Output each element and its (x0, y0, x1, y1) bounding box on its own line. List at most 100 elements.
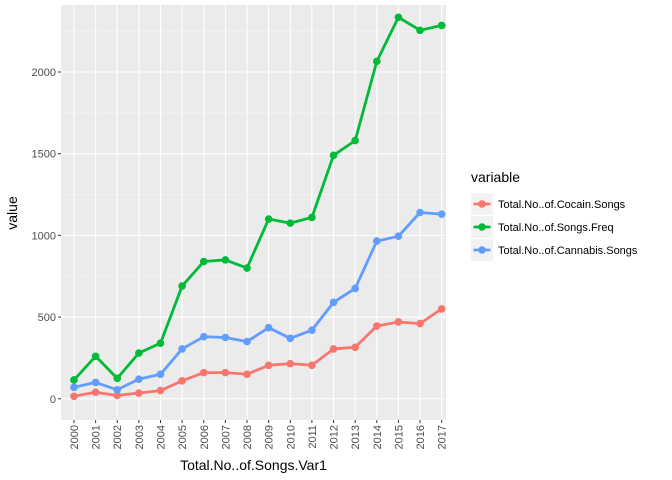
data-point (416, 26, 424, 35)
legend-label: Total.No..of.Songs.Freq (498, 222, 614, 234)
x-tick-label: 2013 (350, 425, 362, 449)
y-tick-label: 1500 (32, 149, 56, 161)
legend-title: variable (471, 169, 520, 185)
data-point (372, 57, 381, 66)
legend-label: Total.No..of.Cocain.Songs (498, 199, 626, 211)
data-point (113, 391, 122, 400)
data-point (135, 349, 143, 357)
x-tick-label: 2001 (91, 425, 103, 449)
x-tick-label: 2006 (199, 425, 211, 449)
data-point (178, 282, 186, 290)
y-tick-label: 500 (38, 312, 56, 324)
data-point (178, 376, 186, 385)
x-tick-label: 2009 (264, 425, 276, 449)
x-axis: 2000 2001 2002 2003 2004 2005 2006 2007 2008 2009… (69, 420, 449, 449)
data-point (372, 237, 381, 245)
data-point (286, 359, 295, 368)
legend-item: Total.No..of.Cannabis.Songs (471, 239, 638, 261)
data-point (70, 376, 78, 384)
legend: variable Total.No..of.Cocain.Songs Total.… (471, 169, 638, 261)
data-point (199, 332, 208, 341)
data-point (91, 378, 100, 387)
data-point (437, 21, 446, 30)
legend-key-point (478, 223, 486, 231)
data-point (394, 232, 403, 240)
data-point (221, 333, 230, 342)
y-axis-title: value (4, 196, 20, 230)
data-point (372, 322, 381, 330)
x-tick-label: 2017 (437, 425, 449, 449)
legend-label: Total.No..of.Cannabis.Songs (498, 245, 638, 257)
data-point (351, 284, 359, 293)
data-point (135, 375, 143, 383)
x-tick-label: 2015 (393, 425, 405, 449)
legend-item: Total.No..of.Songs.Freq (471, 216, 614, 238)
data-point (113, 385, 122, 394)
x-tick-label: 2014 (372, 425, 384, 449)
x-tick-label: 2010 (285, 425, 297, 449)
data-point (264, 215, 273, 223)
data-point (286, 334, 295, 343)
data-point (156, 370, 165, 379)
data-point (351, 136, 359, 145)
data-point (437, 305, 446, 313)
data-point (178, 345, 186, 353)
x-tick-label: 2003 (134, 425, 146, 449)
data-point (437, 210, 446, 218)
legend-key-point (478, 246, 486, 254)
series-1 (70, 305, 446, 401)
data-point (91, 388, 100, 397)
data-point (394, 318, 403, 326)
data-point (351, 343, 359, 352)
data-point (243, 337, 251, 346)
x-tick-label: 2004 (155, 425, 167, 449)
x-tick-label: 2007 (220, 425, 232, 449)
data-point (416, 319, 424, 328)
data-point (308, 326, 316, 334)
x-tick-label: 2005 (177, 425, 189, 449)
series-3 (70, 208, 446, 394)
data-point (329, 298, 338, 307)
x-tick-label: 2008 (242, 425, 254, 449)
y-axis: 0 500 1000 1500 2000 (32, 67, 61, 406)
data-point (329, 151, 338, 160)
series-2 (70, 13, 446, 384)
x-tick-label: 2002 (112, 425, 124, 449)
data-point (156, 386, 165, 395)
plot-panel (61, 5, 446, 420)
data-point (70, 383, 78, 392)
series-line (72, 15, 444, 382)
x-tick-label: 2016 (415, 425, 427, 449)
y-tick-label: 1000 (32, 230, 56, 242)
data-point (416, 208, 424, 217)
series-layer (70, 13, 446, 401)
data-point (135, 389, 143, 397)
data-point (243, 264, 251, 272)
y-tick-label: 2000 (32, 67, 56, 79)
data-point (70, 392, 78, 401)
data-point (264, 323, 273, 332)
data-point (221, 256, 230, 264)
data-point (113, 374, 122, 383)
data-point (221, 368, 230, 377)
x-tick-label: 2011 (307, 425, 319, 449)
data-point (243, 370, 251, 379)
x-tick-label: 2000 (69, 425, 81, 449)
y-tick-label: 0 (50, 394, 56, 406)
data-point (308, 213, 316, 222)
data-point (91, 352, 100, 361)
data-point (286, 219, 295, 227)
x-tick-label: 2012 (329, 425, 341, 449)
data-point (156, 339, 165, 348)
data-point (199, 368, 208, 377)
data-point (308, 361, 316, 370)
legend-key-point (478, 200, 486, 208)
data-point (329, 345, 338, 353)
data-point (199, 257, 208, 266)
legend-item: Total.No..of.Cocain.Songs (471, 193, 626, 215)
x-axis-title: Total.No..of.Songs.Var1 (180, 457, 327, 473)
data-point (394, 13, 403, 22)
grid-lines (61, 5, 446, 420)
data-point (264, 361, 273, 370)
